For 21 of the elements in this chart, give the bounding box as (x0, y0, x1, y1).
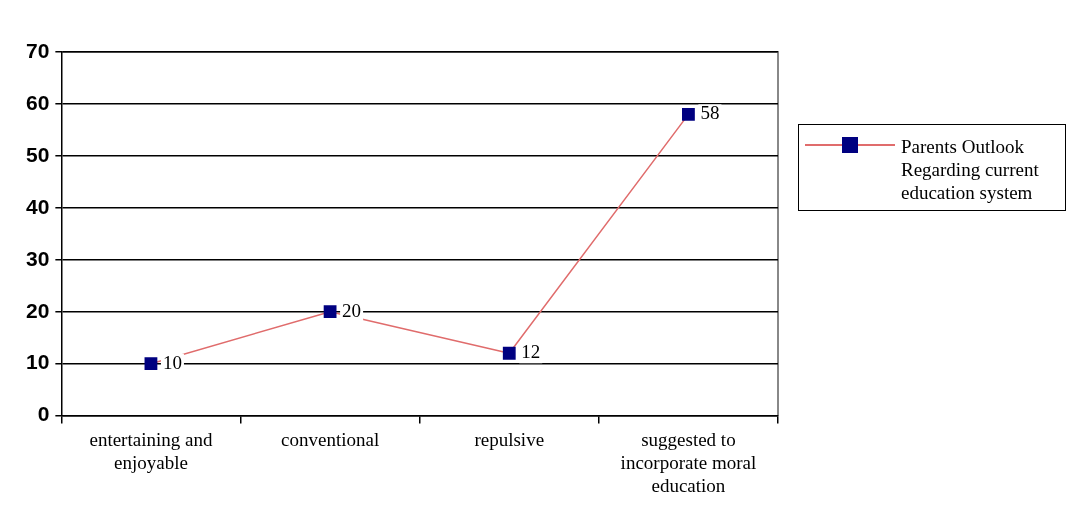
data-label: 20 (342, 299, 362, 321)
data-label: 10 (162, 351, 182, 373)
y-tick-label: 30 (26, 246, 50, 270)
point (144, 357, 158, 371)
x-tick-label: entertaining and enjoyable (89, 428, 213, 473)
y-tick-label: 40 (26, 194, 50, 218)
data-label: 12 (521, 341, 541, 363)
legend-label: Parents Outlook Regarding current education system (901, 135, 1040, 204)
y-tick-label: 60 (26, 90, 50, 114)
y-tick-label: 50 (26, 142, 50, 166)
x-tick-label: repulsive (474, 428, 545, 450)
y-tick-label: 10 (26, 350, 50, 374)
point (502, 346, 516, 360)
y-tick-label: 20 (26, 298, 50, 322)
y-tick-label: 0 (37, 402, 50, 426)
point (323, 305, 337, 319)
point (682, 107, 695, 121)
x-tick-label: suggested to incorporate moral education (620, 428, 757, 496)
y-tick-label: 70 (26, 38, 50, 62)
x-tick-label: conventional (281, 428, 380, 450)
data-label: 58 (700, 102, 720, 124)
